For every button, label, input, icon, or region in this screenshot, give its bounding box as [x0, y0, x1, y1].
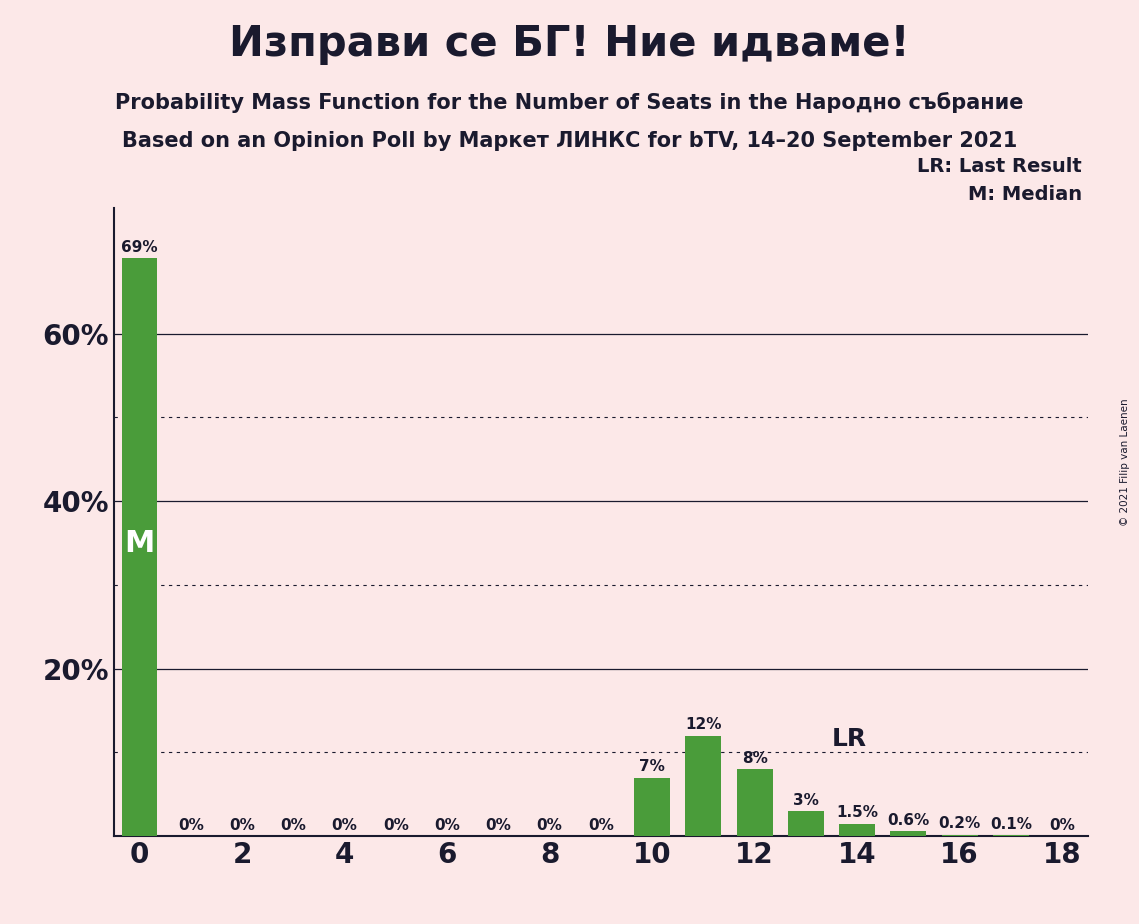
Text: 0%: 0% [1049, 818, 1075, 833]
Bar [839, 823, 875, 836]
Text: M: M [124, 529, 155, 557]
Text: 0.2%: 0.2% [939, 816, 981, 832]
Bar [737, 769, 772, 836]
Bar [891, 832, 926, 836]
Text: 0%: 0% [383, 818, 409, 833]
Bar [634, 778, 670, 836]
Bar [788, 811, 823, 836]
Text: 0%: 0% [178, 818, 204, 833]
Text: LR: LR [831, 727, 867, 751]
Text: 0%: 0% [588, 818, 614, 833]
Text: Изправи се БГ! Ние идваме!: Изправи се БГ! Ние идваме! [229, 23, 910, 65]
Text: 7%: 7% [639, 760, 665, 774]
Text: 0.1%: 0.1% [990, 817, 1032, 832]
Text: Based on an Opinion Poll by Маркет ЛИНКС for bTV, 14–20 September 2021: Based on an Opinion Poll by Маркет ЛИНКС… [122, 131, 1017, 152]
Text: © 2021 Filip van Laenen: © 2021 Filip van Laenen [1121, 398, 1130, 526]
Text: 69%: 69% [121, 240, 158, 255]
Bar [122, 258, 157, 836]
Bar [942, 834, 977, 836]
Text: 0%: 0% [229, 818, 255, 833]
Text: 8%: 8% [741, 751, 768, 766]
Text: LR: Last Result: LR: Last Result [917, 157, 1082, 176]
Text: 0.6%: 0.6% [887, 813, 929, 828]
Text: Probability Mass Function for the Number of Seats in the Народно събрание: Probability Mass Function for the Number… [115, 92, 1024, 114]
Text: 0%: 0% [331, 818, 358, 833]
Text: 0%: 0% [280, 818, 306, 833]
Text: M: Median: M: Median [968, 185, 1082, 204]
Text: 12%: 12% [685, 717, 722, 733]
Text: 3%: 3% [793, 793, 819, 808]
Bar [686, 736, 721, 836]
Text: 0%: 0% [536, 818, 563, 833]
Text: 0%: 0% [434, 818, 460, 833]
Text: 1.5%: 1.5% [836, 806, 878, 821]
Text: 0%: 0% [485, 818, 511, 833]
